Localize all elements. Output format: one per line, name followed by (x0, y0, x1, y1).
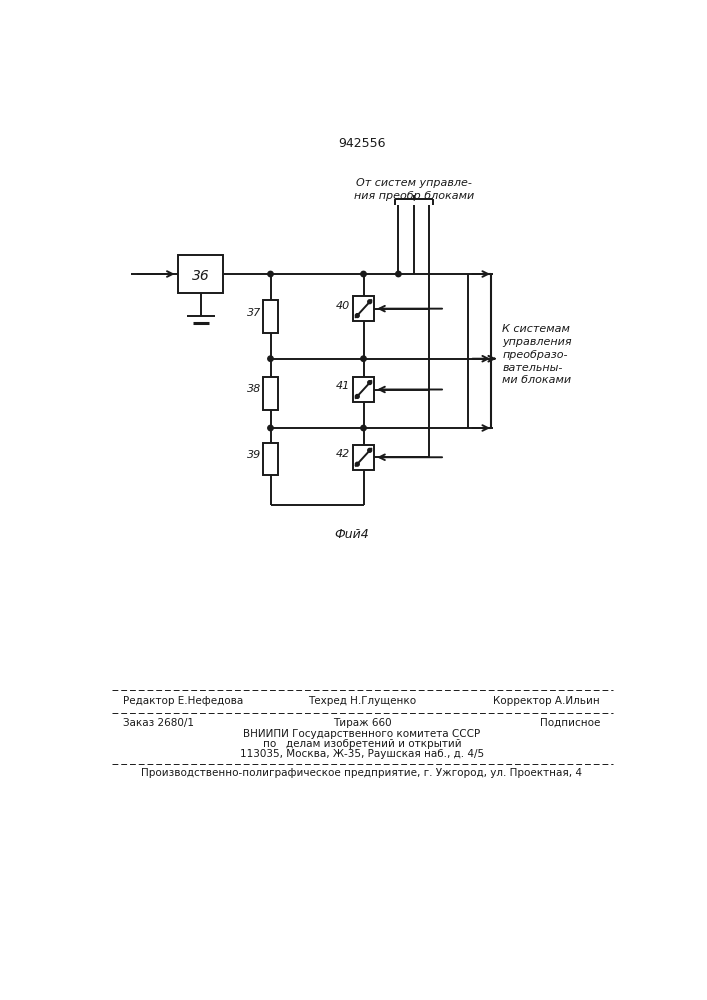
Bar (263, 300, 279, 333)
Bar (263, 443, 279, 475)
Text: Корректор А.Ильин: Корректор А.Ильин (493, 696, 600, 706)
Bar (353, 445, 374, 470)
Circle shape (356, 395, 359, 398)
Circle shape (268, 425, 273, 431)
Circle shape (396, 271, 401, 277)
Circle shape (368, 300, 372, 304)
Circle shape (356, 462, 359, 466)
Text: От систем управле-: От систем управле- (356, 178, 472, 188)
Text: К системам
управления
преобразо-
вательны-
ми блоками: К системам управления преобразо- вательн… (502, 324, 572, 385)
Text: Техред Н.Глущенко: Техред Н.Глущенко (308, 696, 416, 706)
Text: 37: 37 (247, 308, 261, 318)
Text: ВНИИПИ Государственного комитета СССР: ВНИИПИ Государственного комитета СССР (243, 729, 481, 739)
Bar (353, 296, 374, 321)
Circle shape (368, 448, 372, 452)
Text: 113035, Москва, Ж-35, Раушская наб., д. 4/5: 113035, Москва, Ж-35, Раушская наб., д. … (240, 749, 484, 759)
Text: 39: 39 (247, 450, 261, 460)
Bar (263, 377, 279, 410)
Text: 38: 38 (247, 384, 261, 394)
Text: Тираж 660: Тираж 660 (332, 718, 391, 728)
Circle shape (361, 425, 366, 431)
Circle shape (368, 381, 372, 384)
Text: Заказ 2680/1: Заказ 2680/1 (123, 718, 194, 728)
Text: Редактор Е.Нефедова: Редактор Е.Нефедова (123, 696, 243, 706)
Text: по   делам изобретений и открытий: по делам изобретений и открытий (262, 739, 461, 749)
Circle shape (361, 356, 366, 361)
Text: Фuй4: Фuй4 (334, 528, 369, 541)
Text: Производственно-полиграфическое предприятие, г. Ужгород, ул. Проектная, 4: Производственно-полиграфическое предприя… (141, 768, 583, 778)
Circle shape (268, 271, 273, 277)
Text: ния преобр блоками: ния преобр блоками (354, 191, 474, 201)
Text: 942556: 942556 (338, 137, 386, 150)
Text: 41: 41 (336, 381, 351, 391)
Circle shape (268, 356, 273, 361)
Bar (178, 255, 223, 293)
Text: 42: 42 (336, 449, 351, 459)
Circle shape (361, 271, 366, 277)
Text: 36: 36 (192, 269, 209, 283)
Bar (353, 377, 374, 402)
Circle shape (356, 314, 359, 318)
Text: Подписное: Подписное (539, 718, 600, 728)
Text: 40: 40 (336, 301, 351, 311)
